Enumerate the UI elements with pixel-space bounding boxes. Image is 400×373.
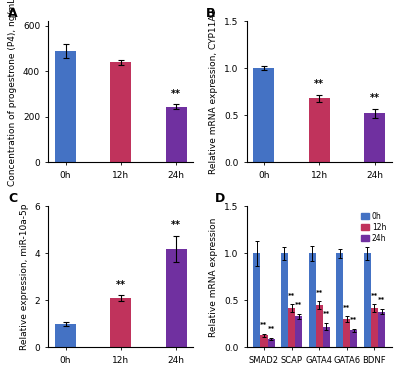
Bar	[364, 113, 385, 162]
Bar	[281, 253, 288, 347]
Text: B: B	[206, 7, 216, 20]
Bar	[323, 327, 330, 347]
Bar	[295, 316, 302, 347]
Bar	[55, 51, 76, 162]
Bar	[378, 312, 385, 347]
Bar	[288, 308, 295, 347]
Bar	[166, 249, 187, 347]
Text: **: **	[343, 305, 350, 311]
Text: **: **	[350, 317, 358, 323]
Text: C: C	[8, 192, 17, 206]
Text: **: **	[371, 292, 378, 298]
Bar	[110, 298, 132, 347]
Text: A: A	[8, 7, 18, 20]
Text: **: **	[370, 93, 380, 103]
Text: **: **	[316, 290, 323, 296]
Text: D: D	[215, 192, 225, 206]
Bar	[55, 324, 76, 347]
Y-axis label: Concentration of progestrone (P4), ng/mL: Concentration of progestrone (P4), ng/mL	[8, 0, 17, 186]
Bar	[268, 339, 275, 347]
Bar	[309, 98, 330, 162]
Bar	[166, 107, 187, 162]
Text: **: **	[378, 297, 385, 303]
Bar	[253, 253, 260, 347]
Text: **: **	[171, 220, 181, 230]
Text: **: **	[288, 292, 295, 298]
Text: **: **	[323, 311, 330, 317]
Bar	[350, 330, 358, 347]
Bar	[364, 253, 371, 347]
Text: **: **	[268, 326, 275, 332]
Text: **: **	[314, 79, 324, 89]
Y-axis label: Relative mRNA expression, CYP11A1: Relative mRNA expression, CYP11A1	[210, 9, 218, 175]
Bar	[260, 335, 268, 347]
Bar	[336, 253, 343, 347]
Text: **: **	[116, 280, 126, 289]
Bar	[371, 308, 378, 347]
Bar	[343, 319, 350, 347]
Bar	[316, 305, 323, 347]
Bar	[253, 68, 274, 162]
Text: **: **	[171, 89, 181, 99]
Bar	[110, 62, 132, 162]
Y-axis label: Relative mRNA expression: Relative mRNA expression	[210, 217, 218, 336]
Bar	[308, 253, 316, 347]
Legend: 0h, 12h, 24h: 0h, 12h, 24h	[360, 210, 388, 244]
Text: **: **	[295, 302, 302, 308]
Text: **: **	[260, 322, 268, 328]
Y-axis label: Relative expression, miR-10a-5p: Relative expression, miR-10a-5p	[20, 204, 29, 350]
